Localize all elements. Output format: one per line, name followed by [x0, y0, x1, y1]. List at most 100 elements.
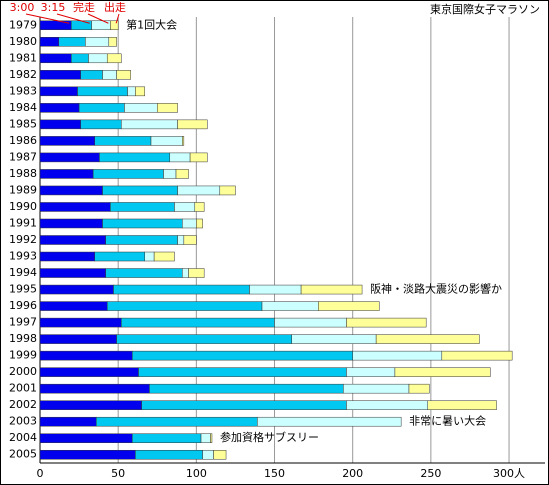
bar-segment [318, 301, 380, 311]
bar-segment [375, 334, 480, 344]
bar-segment [177, 235, 185, 245]
bar-segment [257, 416, 402, 427]
y-tick-label: 1984 [9, 101, 37, 114]
bar-segment [78, 103, 125, 113]
y-tick-label: 1989 [9, 183, 37, 196]
bar-segment [116, 70, 131, 80]
bar-segment [135, 449, 203, 460]
bar-segment [91, 20, 111, 31]
bar-segment [102, 70, 117, 80]
y-tick-label: 1993 [9, 250, 37, 263]
bar-segment [39, 350, 133, 361]
y-tick-label: 1987 [9, 150, 37, 163]
bar-segment [346, 400, 428, 410]
y-tick-label: 1995 [9, 283, 37, 296]
bar-segment [343, 383, 410, 394]
bar-segment [39, 400, 142, 410]
y-tick-label: 1985 [9, 117, 37, 130]
y-tick-label: 2002 [9, 398, 37, 411]
bar-segment [39, 119, 81, 130]
bar-segment [196, 218, 203, 229]
bar-segment [39, 185, 103, 196]
bar-segment [108, 37, 117, 47]
bar-segment [175, 169, 189, 179]
y-tick-label: 1992 [9, 233, 37, 246]
y-tick-label: 1988 [9, 167, 37, 180]
bar-segment [39, 169, 94, 179]
bar-segment [110, 20, 119, 31]
bar-segment [39, 70, 81, 80]
bar-segment [39, 367, 139, 377]
bar-segment [394, 367, 491, 377]
bar-segment [174, 202, 196, 212]
bar-segment [202, 449, 214, 460]
bar-segment [200, 433, 211, 443]
legend-arrow [87, 13, 109, 24]
bar-segment [182, 136, 185, 146]
y-tick-label: 1994 [9, 266, 37, 279]
bar-segment [188, 268, 205, 278]
annotation: 阪神・淡路大震災の影響か [370, 282, 502, 296]
bar-segment [121, 317, 275, 328]
legend-arrow [56, 13, 90, 24]
bar-segment [169, 152, 191, 163]
bar-segment [182, 218, 197, 229]
bar-segment [219, 185, 236, 196]
bar-segment [163, 169, 177, 179]
y-tick-label: 2001 [9, 382, 37, 395]
bar-segment [39, 86, 78, 97]
bar-segment [150, 136, 183, 146]
bar-segment [116, 334, 292, 344]
bar-segment [106, 53, 122, 64]
bar-segment [39, 251, 95, 262]
bar-segment [408, 383, 430, 394]
bar-segment [124, 103, 158, 113]
bar-segment [210, 433, 213, 443]
x-tick-label: 300人 [493, 467, 525, 480]
bar-segment [249, 284, 302, 295]
y-tick-label: 1996 [9, 299, 37, 312]
bar-segment [39, 433, 133, 443]
bar-segment [102, 218, 183, 229]
y-tick-label: 1986 [9, 134, 37, 147]
bar-segment [121, 119, 178, 130]
bar-segment [39, 37, 60, 47]
bar-segment [85, 37, 110, 47]
bar-segment [77, 86, 128, 97]
bar-segment [39, 235, 106, 245]
y-tick-label: 1999 [9, 349, 37, 362]
bar-segment [291, 334, 377, 344]
bar-segment [96, 416, 258, 427]
y-tick-label: 1982 [9, 68, 37, 81]
bar-segment [39, 284, 114, 295]
bar-segment [39, 268, 106, 278]
x-tick-label: 150 [264, 467, 285, 480]
bar-segment [58, 37, 86, 47]
legend-arrow [115, 13, 120, 24]
bar-segment [105, 235, 178, 245]
bar-segment [39, 20, 72, 31]
bar-segment [99, 152, 171, 163]
legend-label: 3:00 [10, 1, 35, 14]
bar-segment [182, 268, 189, 278]
bar-segment [105, 268, 183, 278]
bar-segment [80, 119, 122, 130]
bar-segment [39, 449, 136, 460]
bar-segment [183, 235, 197, 245]
bar-segment [39, 383, 150, 394]
legend-label: 完走 [73, 0, 95, 14]
bar-segment [88, 53, 108, 64]
y-tick-label: 2003 [9, 415, 37, 428]
legend-label: 出走 [104, 0, 126, 14]
x-tick-label: 0 [37, 467, 44, 480]
bar-segment [39, 334, 117, 344]
annotation: 参加資格サブスリー [220, 430, 319, 444]
bar-segment [71, 53, 89, 64]
y-tick-label: 1981 [9, 51, 37, 64]
x-tick-label: 250 [420, 467, 441, 480]
bar-segment [144, 251, 155, 262]
chart-title: 東京国際女子マラソン [430, 2, 540, 16]
bar-segment [92, 169, 164, 179]
bar-segment [127, 86, 136, 97]
